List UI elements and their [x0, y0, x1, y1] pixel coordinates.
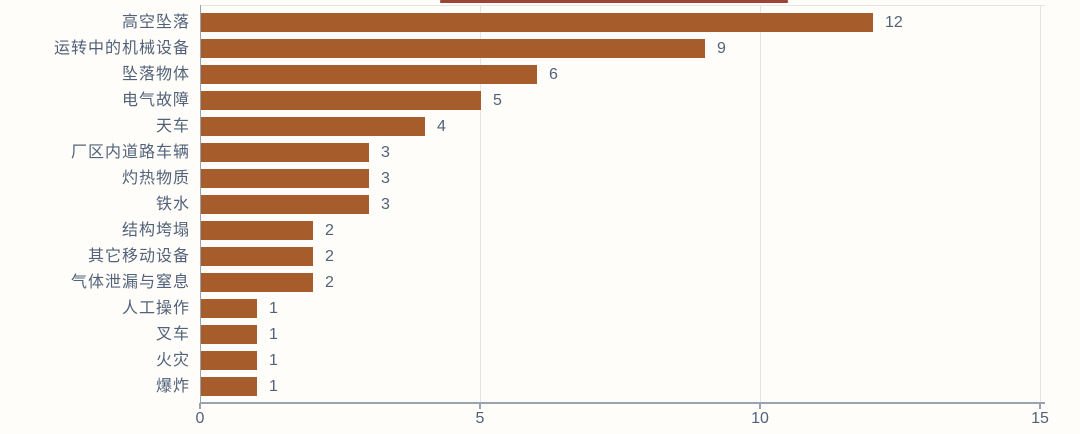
- bar-row: 铁水 3: [0, 195, 1080, 214]
- value-label: 3: [381, 196, 390, 213]
- value-label: 1: [269, 326, 278, 343]
- x-tick-mark: [1039, 403, 1041, 409]
- plot-top-border: [200, 5, 1045, 6]
- x-tick-mark: [479, 403, 481, 409]
- category-label: 铁水: [155, 196, 190, 213]
- gridline: [760, 5, 761, 403]
- category-label: 气体泄漏与窒息: [70, 274, 190, 291]
- bar-row: 坠落物体 6: [0, 65, 1080, 84]
- bar: [201, 247, 313, 266]
- value-label: 6: [549, 66, 558, 83]
- y-axis-line: [200, 5, 201, 403]
- category-label: 坠落物体: [121, 66, 190, 83]
- x-tick-label: 15: [1031, 410, 1049, 427]
- bar: [201, 169, 369, 188]
- category-label: 结构垮塌: [121, 222, 190, 239]
- bar-row: 结构垮塌 2: [0, 221, 1080, 240]
- gridline: [1040, 5, 1041, 403]
- bar-row: 其它移动设备 2: [0, 247, 1080, 266]
- value-label: 3: [381, 144, 390, 161]
- bar-row: 灼热物质 3: [0, 169, 1080, 188]
- bar-row: 爆炸 1: [0, 377, 1080, 396]
- bar: [201, 377, 257, 396]
- value-label: 4: [437, 118, 446, 135]
- bar: [201, 91, 481, 110]
- bar-row: 气体泄漏与窒息 2: [0, 273, 1080, 292]
- bar-row: 高空坠落 12: [0, 13, 1080, 32]
- category-label: 其它移动设备: [87, 248, 190, 265]
- value-label: 9: [717, 40, 726, 57]
- x-tick-mark: [759, 403, 761, 409]
- x-tick-label: 5: [475, 410, 485, 427]
- bar: [201, 221, 313, 240]
- bar: [201, 273, 313, 292]
- category-label: 电气故障: [121, 92, 190, 109]
- category-label: 天车: [155, 118, 190, 135]
- bar-row: 人工操作 1: [0, 299, 1080, 318]
- category-label: 运转中的机械设备: [53, 40, 190, 57]
- bar: [201, 299, 257, 318]
- bar: [201, 325, 257, 344]
- value-label: 3: [381, 170, 390, 187]
- x-axis-line: [200, 402, 1045, 404]
- bar: [201, 351, 257, 370]
- category-label: 人工操作: [121, 300, 190, 317]
- category-label: 高空坠落: [121, 14, 190, 31]
- x-tick-label: 0: [195, 410, 205, 427]
- bar-row: 厂区内道路车辆 3: [0, 143, 1080, 162]
- clipped-title-remnant: [440, 0, 788, 3]
- bar-row: 电气故障 5: [0, 91, 1080, 110]
- bar-row: 火灾 1: [0, 351, 1080, 370]
- x-tick-mark: [199, 403, 201, 409]
- bar: [201, 39, 705, 58]
- category-label: 灼热物质: [121, 170, 190, 187]
- value-label: 5: [493, 92, 502, 109]
- bar-row: 运转中的机械设备 9: [0, 39, 1080, 58]
- value-label: 2: [325, 274, 334, 291]
- category-label: 火灾: [155, 352, 190, 369]
- bar: [201, 65, 537, 84]
- category-label: 爆炸: [155, 378, 190, 395]
- x-tick-label: 10: [751, 410, 769, 427]
- gridline: [480, 5, 481, 403]
- category-label: 叉车: [155, 326, 190, 343]
- category-label: 厂区内道路车辆: [70, 144, 190, 161]
- value-label: 12: [885, 14, 903, 31]
- bar: [201, 13, 873, 32]
- bar-row: 叉车 1: [0, 325, 1080, 344]
- value-label: 1: [269, 352, 278, 369]
- bar: [201, 195, 369, 214]
- value-label: 2: [325, 222, 334, 239]
- bar-row: 天车 4: [0, 117, 1080, 136]
- value-label: 1: [269, 300, 278, 317]
- bar: [201, 117, 425, 136]
- value-label: 2: [325, 248, 334, 265]
- bar: [201, 143, 369, 162]
- value-label: 1: [269, 378, 278, 395]
